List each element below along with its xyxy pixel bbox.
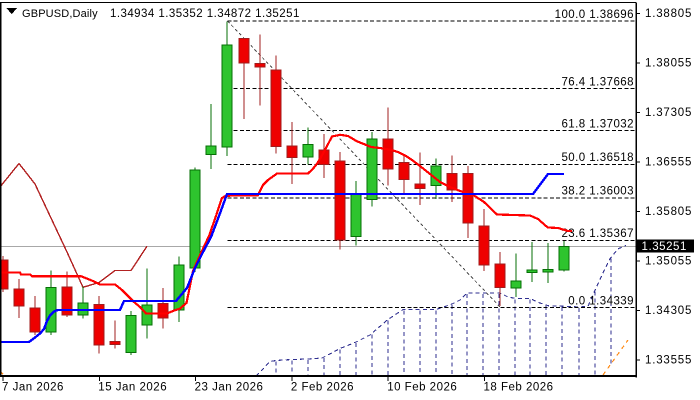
svg-text:1.34305: 1.34305 (645, 305, 692, 317)
svg-text:1.38055: 1.38055 (645, 58, 692, 70)
svg-text:76.4 1.37668: 76.4 1.37668 (561, 76, 634, 88)
svg-text:38.2 1.36003: 38.2 1.36003 (561, 186, 634, 198)
svg-text:1.35251: 1.35251 (642, 241, 687, 253)
svg-text:2 Feb 2026: 2 Feb 2026 (291, 382, 354, 394)
svg-text:61.8 1.37032: 61.8 1.37032 (561, 118, 634, 130)
svg-text:1.35805: 1.35805 (645, 206, 692, 218)
svg-text:0.0 1.34339: 0.0 1.34339 (568, 295, 634, 307)
svg-text:23.6 1.35367: 23.6 1.35367 (561, 228, 634, 240)
svg-text:50.0 1.36518: 50.0 1.36518 (561, 152, 634, 164)
svg-text:1.35055: 1.35055 (645, 256, 692, 268)
svg-text:7 Jan 2026: 7 Jan 2026 (2, 382, 64, 394)
svg-text:1.38805: 1.38805 (645, 8, 692, 20)
svg-text:18 Feb 2026: 18 Feb 2026 (484, 382, 554, 394)
svg-text:1.33555: 1.33555 (645, 355, 692, 367)
svg-text:10 Feb 2026: 10 Feb 2026 (387, 382, 457, 394)
svg-text:23 Jan 2026: 23 Jan 2026 (195, 382, 264, 394)
svg-text:15 Jan 2026: 15 Jan 2026 (98, 382, 167, 394)
svg-text:GBPUSD,Daily: GBPUSD,Daily (22, 8, 98, 20)
svg-text:1.37305: 1.37305 (645, 107, 692, 119)
svg-text:100.0 1.38696: 100.0 1.38696 (555, 9, 634, 21)
svg-text:1.36555: 1.36555 (645, 157, 692, 169)
svg-text:1.34934 1.35352 1.34872 1.3525: 1.34934 1.35352 1.34872 1.35251 (110, 8, 300, 20)
